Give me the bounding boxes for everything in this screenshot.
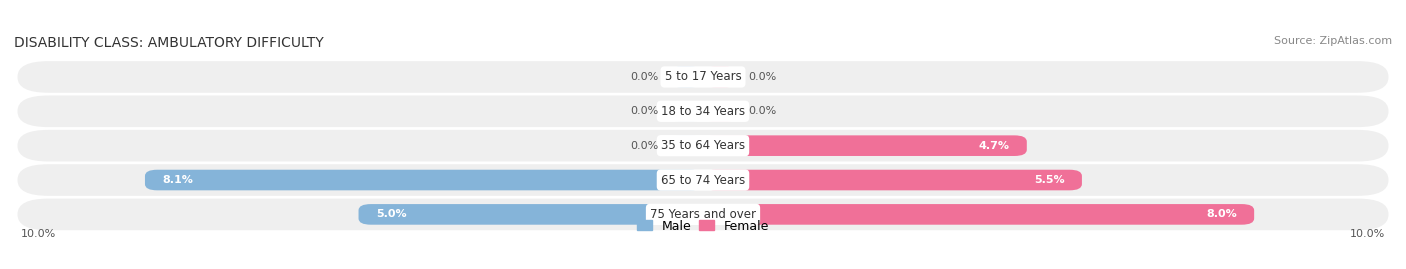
FancyBboxPatch shape (17, 164, 1389, 196)
Text: 10.0%: 10.0% (1350, 229, 1385, 239)
Text: 0.0%: 0.0% (630, 141, 658, 151)
Text: 8.1%: 8.1% (162, 175, 193, 185)
FancyBboxPatch shape (669, 135, 703, 156)
Text: 65 to 74 Years: 65 to 74 Years (661, 174, 745, 186)
Text: 0.0%: 0.0% (748, 106, 776, 116)
Text: 5.0%: 5.0% (375, 209, 406, 220)
Legend: Male, Female: Male, Female (637, 220, 769, 232)
FancyBboxPatch shape (703, 204, 1254, 225)
FancyBboxPatch shape (17, 95, 1389, 127)
Text: 10.0%: 10.0% (21, 229, 56, 239)
FancyBboxPatch shape (359, 204, 703, 225)
FancyBboxPatch shape (17, 130, 1389, 161)
FancyBboxPatch shape (703, 135, 1026, 156)
Text: 75 Years and over: 75 Years and over (650, 208, 756, 221)
Text: 5.5%: 5.5% (1033, 175, 1064, 185)
FancyBboxPatch shape (17, 61, 1389, 93)
Text: Source: ZipAtlas.com: Source: ZipAtlas.com (1274, 36, 1392, 47)
Text: 35 to 64 Years: 35 to 64 Years (661, 139, 745, 152)
Text: 0.0%: 0.0% (748, 72, 776, 82)
FancyBboxPatch shape (703, 101, 738, 122)
FancyBboxPatch shape (17, 199, 1389, 230)
FancyBboxPatch shape (703, 170, 1083, 190)
Text: 4.7%: 4.7% (979, 141, 1010, 151)
Text: 0.0%: 0.0% (630, 72, 658, 82)
Text: DISABILITY CLASS: AMBULATORY DIFFICULTY: DISABILITY CLASS: AMBULATORY DIFFICULTY (14, 36, 323, 50)
Text: 5 to 17 Years: 5 to 17 Years (665, 70, 741, 83)
Text: 8.0%: 8.0% (1206, 209, 1237, 220)
FancyBboxPatch shape (703, 67, 738, 87)
FancyBboxPatch shape (669, 101, 703, 122)
FancyBboxPatch shape (669, 67, 703, 87)
FancyBboxPatch shape (145, 170, 703, 190)
Text: 18 to 34 Years: 18 to 34 Years (661, 105, 745, 118)
Text: 0.0%: 0.0% (630, 106, 658, 116)
